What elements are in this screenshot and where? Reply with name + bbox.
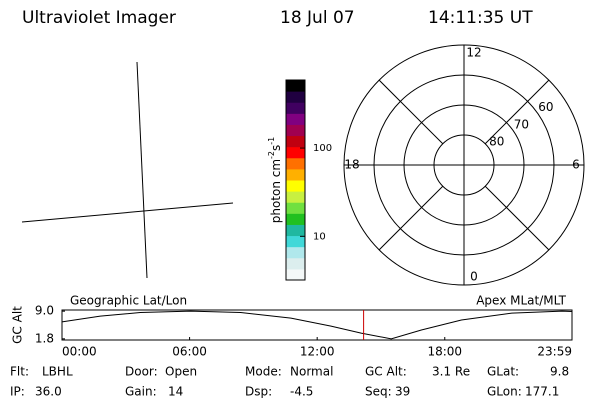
info-label: Flt: [10,365,29,379]
info-label: Seq: [365,385,392,399]
info-value: Normal [290,365,333,379]
colorbar-frame [285,79,306,281]
color-swatch [286,113,305,125]
mlt-diagonal [378,79,444,145]
info-label: Mode: [245,365,282,379]
title: Ultraviolet Imager [22,8,176,28]
image-panel [21,61,234,279]
info-value: 39 [395,385,410,399]
lon-line [136,61,148,279]
mlt-label: 18 [344,158,359,172]
label-exp: -2 [267,151,276,159]
info-label: Dsp: [245,385,272,399]
color-swatch [286,213,305,225]
color-swatch [286,168,305,181]
color-swatch [286,202,305,214]
x-tick-label: 18:00 [427,345,462,359]
label-text: s [269,145,283,151]
color-swatch [286,124,305,137]
x-tick-label: 00:00 [62,345,97,359]
x-tick-label: 12:00 [300,345,335,359]
right-label: Apex MLat/MLT [476,294,566,308]
y-tick-label: 9.0 [35,304,54,318]
info-label: GLon: [487,385,522,399]
color-swatch [286,268,305,281]
info-value: 9.8 [550,365,569,379]
mlt-label: 0 [470,270,478,284]
y-tick-label: 1.8 [35,331,54,345]
x-tick-label: 06:00 [172,345,207,359]
color-swatch [286,191,305,203]
mlt-diagonal [378,185,444,251]
alt-curve [61,310,573,340]
color-swatch [286,246,305,259]
color-swatch [286,91,305,103]
colorbar-label: photon cm-2s-1 [267,137,283,224]
info-value: -4.5 [290,385,313,399]
ring-label: 60 [538,100,553,114]
timeline-frame [61,309,573,341]
date: 18 Jul 07 [280,8,355,28]
mlt-diagonal [484,185,550,251]
left-label: Geographic Lat/Lon [70,294,187,308]
color-swatch [286,146,305,159]
mlt-label: 12 [466,46,481,60]
ring-label: 80 [489,135,504,149]
label-exp: -1 [267,137,276,145]
color-swatch [286,157,305,170]
color-swatch [286,180,305,192]
color-swatch [286,257,305,270]
info-label: Door: [125,365,158,379]
colorbar-tick-label: 10 [313,231,326,242]
mlt-diagonal [484,79,550,145]
color-swatch [286,102,305,114]
lat-line [21,202,234,223]
mlt-label: 6 [572,158,580,172]
label-text: photon cm [269,159,283,223]
x-tick-label: 23:59 [537,345,572,359]
info-value: LBHL [42,365,73,379]
info-label: GLat: [487,365,519,379]
color-swatch [286,224,305,237]
color-swatch [286,235,305,248]
y-label: GC Alt [11,306,25,344]
colorbar-tick-label: 100 [313,143,332,154]
info-value: 36.0 [35,385,62,399]
color-swatch [286,135,305,148]
color-swatch [286,80,305,92]
info-label: Gain: [125,385,157,399]
info-value: 177.1 [525,385,559,399]
info-label: GC Alt: [365,365,407,379]
time: 14:11:35 UT [428,8,533,28]
info-value: 3.1 Re [432,365,470,379]
info-label: IP: [10,385,25,399]
info-value: Open [165,365,197,379]
ring-label: 70 [514,117,529,131]
info-value: 14 [168,385,183,399]
